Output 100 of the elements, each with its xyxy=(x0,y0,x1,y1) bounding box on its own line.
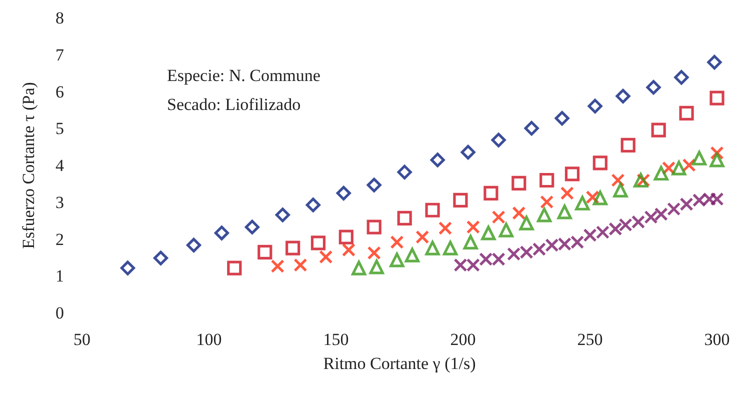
point xyxy=(430,152,445,168)
point xyxy=(575,196,590,210)
point xyxy=(654,166,668,181)
y-tick-label: 2 xyxy=(56,230,64,249)
point xyxy=(443,240,458,256)
point xyxy=(352,260,366,276)
point xyxy=(294,258,308,272)
point xyxy=(120,260,136,276)
point xyxy=(592,190,608,206)
x-tick-label: 300 xyxy=(704,330,730,349)
point xyxy=(425,202,440,218)
y-tick-label: 5 xyxy=(56,119,64,138)
point xyxy=(463,234,478,250)
point xyxy=(227,260,242,276)
annotation: Secado: Liofilizado xyxy=(167,95,301,114)
x-tick-label: 250 xyxy=(577,330,603,349)
point xyxy=(390,235,404,249)
y-tick-label: 4 xyxy=(56,156,64,175)
y-tick-label: 0 xyxy=(56,304,64,322)
point xyxy=(338,230,354,244)
point xyxy=(554,111,570,126)
y-tick-label: 8 xyxy=(56,8,64,28)
point xyxy=(540,172,554,188)
point xyxy=(390,252,404,268)
point xyxy=(404,248,420,262)
point xyxy=(667,202,681,216)
point xyxy=(520,245,534,259)
point xyxy=(616,88,630,104)
point xyxy=(492,210,506,224)
point xyxy=(592,156,608,170)
point xyxy=(536,208,552,222)
point xyxy=(466,258,480,272)
point xyxy=(498,222,514,238)
point xyxy=(310,236,326,250)
point xyxy=(679,106,694,120)
point xyxy=(397,210,412,226)
point xyxy=(570,235,584,249)
point xyxy=(507,247,521,261)
point xyxy=(611,173,625,188)
annotation: Especie: N. Commune xyxy=(167,66,320,85)
point xyxy=(425,240,440,256)
point xyxy=(710,90,724,106)
point xyxy=(319,250,333,264)
x-tick-label: 50 xyxy=(74,330,90,349)
point xyxy=(342,243,356,257)
point xyxy=(631,215,646,229)
point xyxy=(654,207,668,221)
point xyxy=(512,176,526,190)
point xyxy=(438,221,452,235)
point xyxy=(214,226,229,240)
point xyxy=(588,98,602,114)
point xyxy=(674,70,689,85)
point xyxy=(596,225,610,240)
point xyxy=(620,138,636,153)
point xyxy=(608,222,622,236)
point xyxy=(153,250,168,266)
x-axis-title: Ritmo Cortante γ (1/s) xyxy=(323,354,476,373)
point xyxy=(244,220,260,234)
point xyxy=(186,238,202,252)
y-tick-label: 7 xyxy=(56,45,64,64)
point xyxy=(397,164,412,180)
point xyxy=(634,172,648,188)
point xyxy=(646,80,661,95)
point xyxy=(540,195,554,209)
point xyxy=(366,178,382,192)
x-tick-label: 100 xyxy=(196,330,222,349)
point xyxy=(491,132,506,148)
point xyxy=(583,228,597,242)
x-tick-label: 150 xyxy=(323,330,349,349)
point xyxy=(532,242,546,256)
y-tick-label: 1 xyxy=(56,266,64,286)
y-tick-label: 3 xyxy=(56,192,64,212)
point xyxy=(454,258,468,272)
point xyxy=(560,186,574,200)
y-tick-label: 6 xyxy=(56,82,64,102)
point xyxy=(484,186,498,200)
point xyxy=(453,192,468,208)
point xyxy=(710,192,724,206)
point xyxy=(512,206,526,220)
point xyxy=(618,218,632,232)
point xyxy=(524,120,539,136)
x-tick-label: 200 xyxy=(450,330,476,349)
point xyxy=(558,237,572,251)
point xyxy=(492,252,506,266)
point xyxy=(564,166,580,182)
point xyxy=(336,186,351,200)
point xyxy=(275,208,290,222)
point xyxy=(702,192,716,206)
point xyxy=(286,240,300,256)
point xyxy=(680,197,694,212)
point xyxy=(644,210,658,224)
point xyxy=(692,150,707,166)
point xyxy=(710,152,724,168)
point xyxy=(672,160,686,176)
point xyxy=(460,144,476,160)
point xyxy=(545,238,559,252)
point xyxy=(416,230,430,244)
point xyxy=(369,260,384,274)
y-axis-title: Esfuerzo Cortante τ (Pa) xyxy=(19,82,38,249)
point xyxy=(258,244,272,260)
